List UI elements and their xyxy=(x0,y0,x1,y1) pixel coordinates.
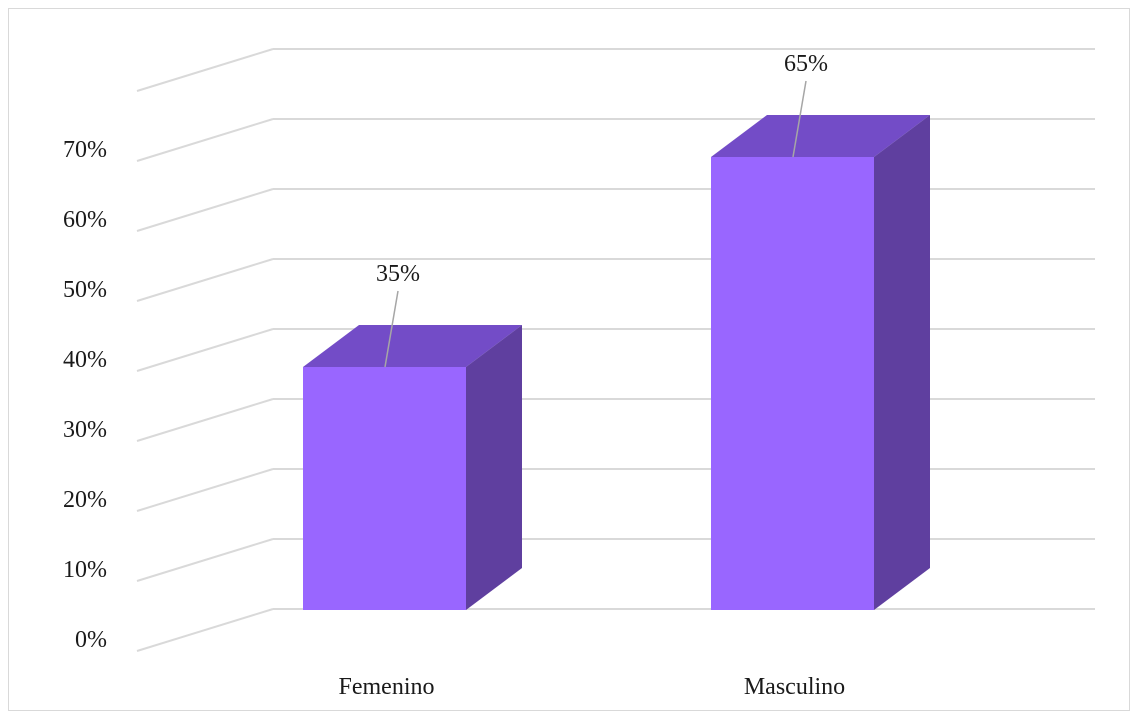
chart-frame xyxy=(8,8,1130,711)
bar-front-face xyxy=(711,157,874,610)
category-label-masculino: Masculino xyxy=(744,674,845,700)
gridline-side-80 xyxy=(136,48,274,92)
category-labels: Femenino Masculino xyxy=(339,674,846,700)
ytick-label: 50% xyxy=(63,277,107,303)
bar-masculino xyxy=(711,115,930,610)
data-labels: 35% 65% xyxy=(376,51,828,368)
gridline-side-50 xyxy=(136,258,274,302)
gridline-side-30 xyxy=(136,398,274,442)
ytick-label: 60% xyxy=(63,207,107,233)
data-label-femenino: 35% xyxy=(376,261,420,287)
gridline-side-60 xyxy=(136,188,274,232)
ytick-label: 30% xyxy=(63,417,107,443)
leader-line xyxy=(384,290,399,368)
bar-side-face xyxy=(466,325,522,610)
gridline-side-10 xyxy=(136,538,274,582)
gridline-side-0 xyxy=(136,608,274,652)
ytick-label: 0% xyxy=(75,627,107,653)
leader-line xyxy=(792,80,807,158)
bars xyxy=(303,115,930,610)
ytick-label: 20% xyxy=(63,487,107,513)
y-axis-tick-labels: 0% 10% 20% 30% 40% 50% 60% 70% xyxy=(63,137,107,653)
category-label-femenino: Femenino xyxy=(339,674,435,700)
bar-top-face xyxy=(303,325,522,367)
ytick-label: 10% xyxy=(63,557,107,583)
gridlines xyxy=(136,48,1095,652)
data-label-masculino: 65% xyxy=(784,51,828,77)
gridline-side-20 xyxy=(136,468,274,512)
ytick-label: 70% xyxy=(63,137,107,163)
gridline-side-40 xyxy=(136,328,274,372)
bar-front-face xyxy=(303,367,466,610)
bar-top-face xyxy=(711,115,930,157)
bar-femenino xyxy=(303,325,522,610)
gridline-side-70 xyxy=(136,118,274,162)
ytick-label: 40% xyxy=(63,347,107,373)
bar-side-face xyxy=(874,115,930,610)
